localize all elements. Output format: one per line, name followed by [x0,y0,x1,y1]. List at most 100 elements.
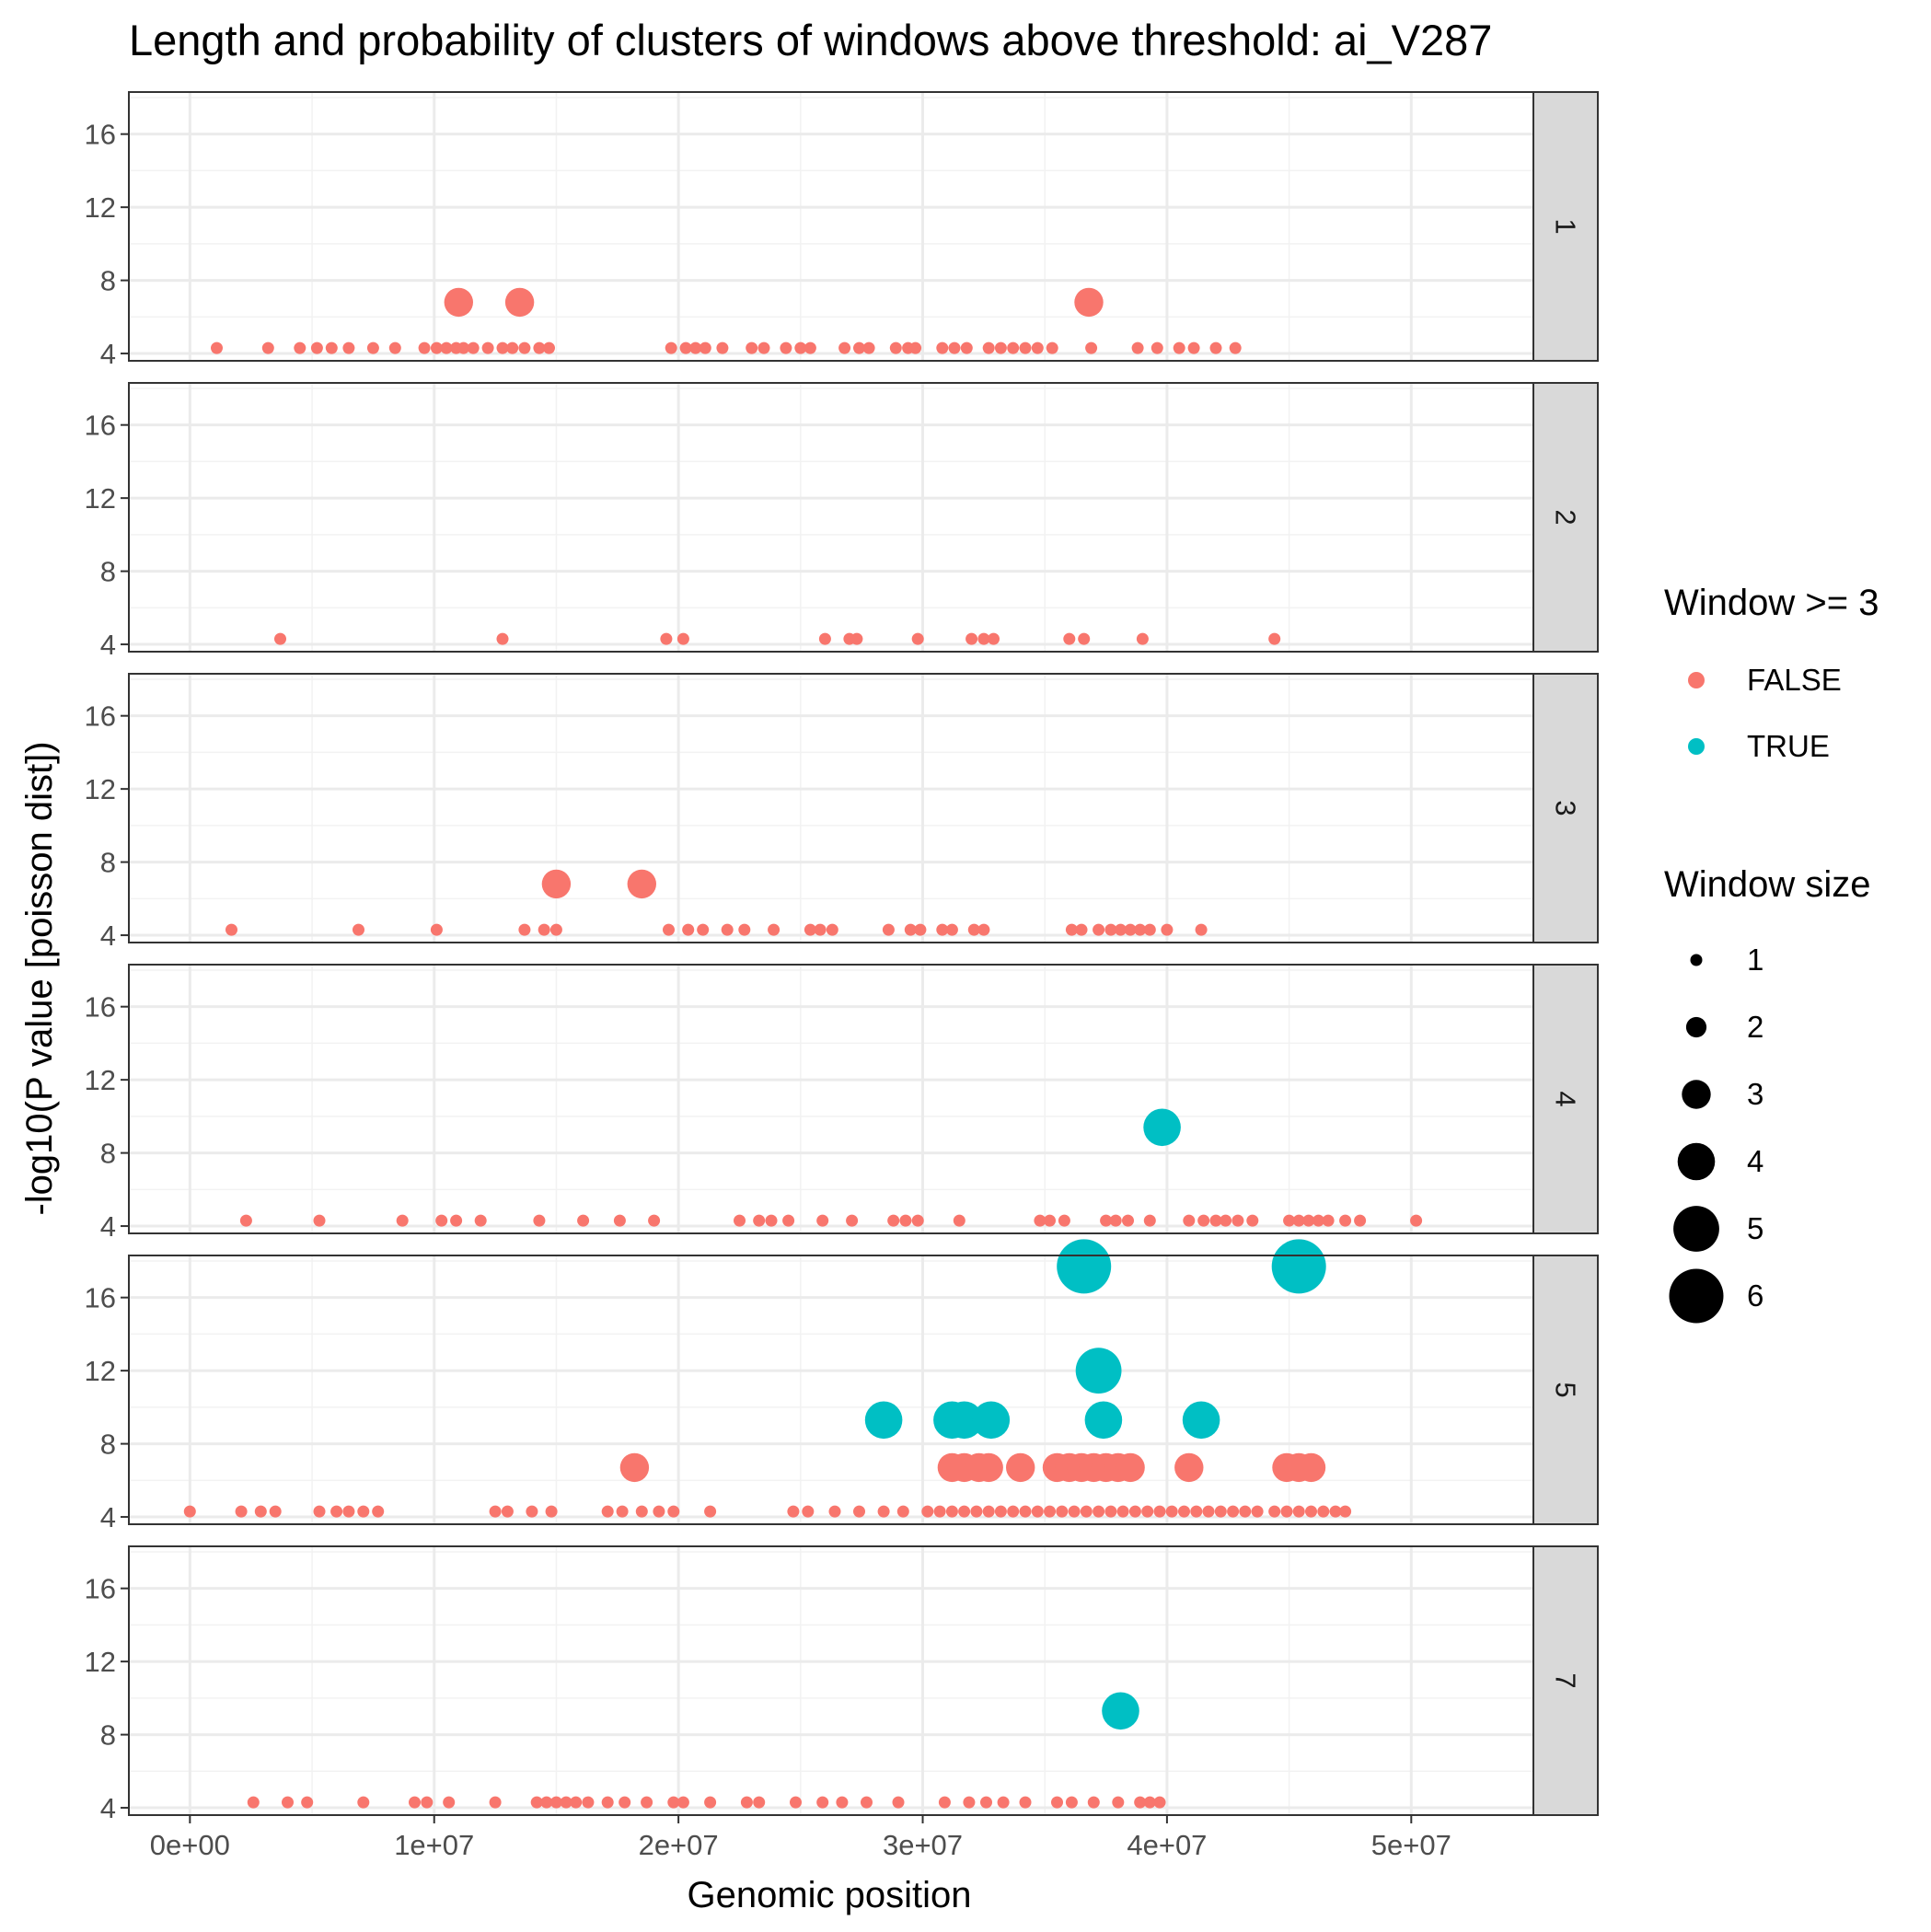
data-point [1271,1239,1326,1294]
data-point [1202,1505,1215,1518]
data-point [1173,341,1185,354]
data-point [1143,1108,1181,1147]
data-point [396,1214,409,1227]
data-point [1190,1505,1203,1518]
data-point [1410,1214,1423,1227]
data-point [1116,1452,1145,1483]
data-point [1034,1214,1046,1227]
data-point [1339,1214,1352,1227]
data-point [988,632,1000,645]
data-point [887,1214,900,1227]
facet-strip [1532,1545,1599,1816]
data-point [1056,1505,1069,1518]
legend-size-label: 4 [1747,1144,1763,1178]
facet-strip-label: 2 [1550,509,1582,525]
data-point [282,1796,294,1809]
data-point [721,923,734,936]
data-point [1031,1505,1044,1518]
data-point [450,1214,463,1227]
data-point [1268,1505,1281,1518]
data-point [697,923,710,936]
data-point [1178,1505,1190,1518]
data-point [430,923,443,936]
data-point [1292,1214,1305,1227]
data-point [974,1452,1003,1483]
data-point [1063,632,1076,645]
data-point [980,1796,992,1809]
data-point [1075,923,1088,936]
data-point [504,287,535,318]
data-point [1183,1214,1196,1227]
data-point [541,869,572,899]
data-point [663,923,675,936]
data-point [1134,1796,1147,1809]
data-point [790,1796,802,1809]
data-point [828,1505,841,1518]
data-point [254,1505,267,1518]
data-point [768,923,780,936]
y-tick-label: 16 [85,119,116,151]
data-point [1019,1505,1032,1518]
facet-strip-label: 1 [1550,218,1582,234]
data-point [342,341,355,354]
data-point [496,341,509,354]
data-point [481,341,494,354]
data-point [1322,1214,1335,1227]
data-point [1195,923,1208,936]
data-point [1044,1505,1056,1518]
data-point [1153,1796,1166,1809]
data-point [960,341,973,354]
data-point [1143,1796,1156,1809]
data-point [676,1796,689,1809]
panel-background [129,1546,1533,1815]
data-point [1057,1239,1112,1294]
panel-background [129,674,1533,943]
data-point [1182,1401,1220,1440]
facet-panel-7: 4 8 12 16 7 [85,1545,1599,1824]
data-point [635,1505,648,1518]
data-point [734,1214,746,1227]
legend-size-key [1673,1206,1719,1252]
data-point [1122,1214,1134,1227]
data-point [1141,1505,1154,1518]
y-tick-label: 8 [100,1429,116,1461]
data-point [641,1796,653,1809]
data-point [853,341,865,354]
data-point [549,923,562,936]
data-point [1312,1214,1324,1227]
panel-background [129,383,1533,652]
facet-strip [1532,964,1599,1234]
data-point [372,1505,385,1518]
facet-strip [1532,1255,1599,1525]
y-tick-label: 4 [100,338,116,370]
data-point [543,341,555,354]
data-point [1209,341,1222,354]
data-point [838,341,851,354]
data-point [526,1505,538,1518]
facet-panel-1: 4 8 12 16 1 [85,91,1599,370]
data-point [679,341,692,354]
y-tick-label: 12 [85,1355,116,1387]
legend-size-key [1669,1268,1724,1324]
x-axis: 0e+00 1e+07 2e+07 3e+07 4e+07 5e+07 [150,1815,1451,1861]
data-point [577,1214,590,1227]
panel-background [129,92,1533,361]
data-point [967,923,980,936]
data-point [440,341,453,354]
data-point [261,341,274,354]
data-point [443,1796,456,1809]
data-point [667,1505,680,1518]
data-point [1339,1505,1352,1518]
data-point [653,1505,665,1518]
data-point [239,1214,252,1227]
data-point [1080,1505,1093,1518]
facet-strip [1532,673,1599,943]
data-point [882,923,895,936]
data-point [1305,1505,1317,1518]
data-point [1151,341,1163,354]
data-point [753,1214,766,1227]
y-tick-label: 16 [85,991,116,1024]
data-point [613,1214,626,1227]
legend-size-label: 3 [1747,1077,1763,1111]
data-point [753,1796,766,1809]
